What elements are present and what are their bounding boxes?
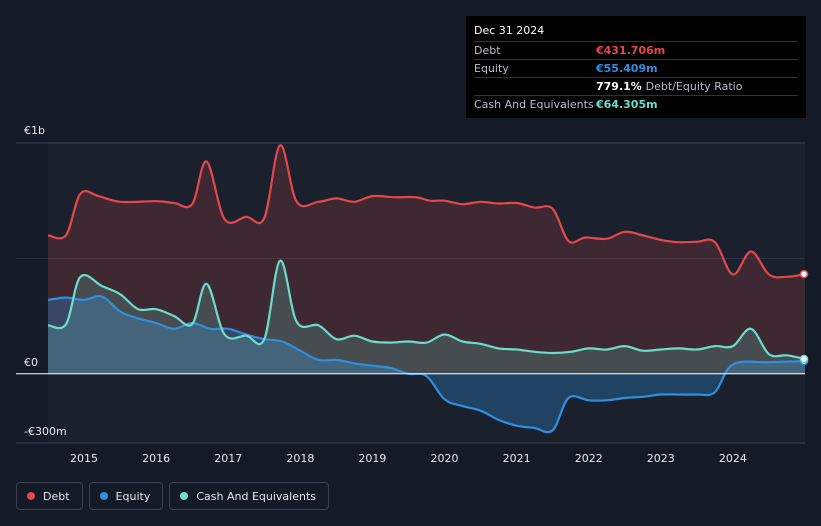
series-lines: [16, 144, 806, 434]
x-tick-label: 2017: [214, 452, 242, 465]
chart-legend: Debt Equity Cash And Equivalents: [16, 482, 329, 510]
legend-item-cash[interactable]: Cash And Equivalents: [169, 482, 329, 510]
debt-area: [48, 145, 805, 374]
x-tick-label: 2023: [647, 452, 675, 465]
tooltip-row-cash: Cash And Equivalents €64.305m: [474, 95, 798, 113]
x-tick-label: 2020: [431, 452, 459, 465]
tooltip-ratio: 779.1% Debt/Equity Ratio: [596, 78, 742, 95]
legend-item-debt[interactable]: Debt: [16, 482, 83, 510]
legend-equity-label: Equity: [115, 489, 151, 503]
tooltip-ratio-value: 779.1%: [596, 80, 642, 93]
tooltip-panel: Dec 31 2024 Debt €431.706m Equity €55.40…: [466, 16, 806, 118]
end-markers: [799, 269, 809, 366]
axis-labels: €1b €0 -€300m 2015 2016 2017 2018 2019 2020 2021 2…: [24, 124, 747, 465]
x-tick-label: 2021: [503, 452, 531, 465]
debt-dot-icon: [27, 492, 35, 500]
tooltip-row-debt: Debt €431.706m: [474, 41, 798, 59]
tooltip-date: Dec 31 2024: [474, 24, 545, 37]
x-tick-label: 2022: [575, 452, 603, 465]
cash-area: [48, 260, 805, 374]
tooltip-row-equity: Equity €55.409m: [474, 59, 798, 77]
tooltip-row-ratio: 779.1% Debt/Equity Ratio: [474, 77, 798, 95]
x-tick-label: 2018: [286, 452, 314, 465]
tooltip-debt-label: Debt: [474, 44, 501, 57]
y-tick-label: €1b: [24, 124, 45, 137]
tooltip-cash-label: Cash And Equivalents: [474, 98, 594, 111]
tooltip-cash-value: €64.305m: [596, 98, 658, 111]
grid-lines: [16, 142, 805, 444]
cash-end-marker: [799, 354, 809, 364]
cash-dot-icon: [180, 492, 189, 500]
legend-cash-label: Cash And Equivalents: [196, 489, 316, 503]
tooltip-ratio-label: Debt/Equity Ratio: [645, 80, 743, 93]
tooltip-equity-label: Equity: [474, 62, 509, 75]
x-tick-label: 2015: [70, 452, 98, 465]
legend-item-equity[interactable]: Equity: [88, 482, 164, 510]
y-tick-label: €0: [24, 356, 38, 369]
tooltip-equity-value: €55.409m: [596, 62, 658, 75]
x-tick-label: 2019: [358, 452, 386, 465]
equity-dot-icon: [99, 492, 108, 500]
y-tick-label: -€300m: [24, 425, 67, 438]
chart-plot-background: [48, 143, 805, 443]
tooltip-debt-value: €431.706m: [596, 44, 666, 57]
x-tick-label: 2024: [719, 452, 747, 465]
debt-line: [47, 144, 806, 279]
x-tick-label: 2016: [142, 452, 170, 465]
cash-line: [47, 259, 806, 361]
debt-end-marker: [799, 269, 809, 279]
legend-debt-label: Debt: [43, 489, 70, 503]
